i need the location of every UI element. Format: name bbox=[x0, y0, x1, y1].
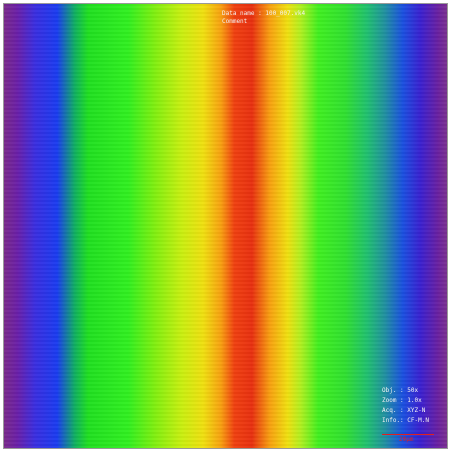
comment-label: Comment bbox=[222, 18, 247, 25]
scale-bar bbox=[382, 434, 434, 435]
microscope-image: Data name : 100_007.vk4 Comment Obj. : 5… bbox=[3, 3, 448, 449]
info-line: Obj. : 50x bbox=[382, 387, 418, 394]
scale-bar-label: 20μm bbox=[399, 436, 413, 443]
data-name-label: Data name : 100_007.vk4 bbox=[222, 10, 305, 17]
texture bbox=[4, 4, 447, 448]
info-line: Info.: CF-M.N bbox=[382, 417, 429, 424]
info-line: Zoom : 1.0x bbox=[382, 397, 422, 404]
info-line: Acq. : XYZ-N bbox=[382, 407, 425, 414]
